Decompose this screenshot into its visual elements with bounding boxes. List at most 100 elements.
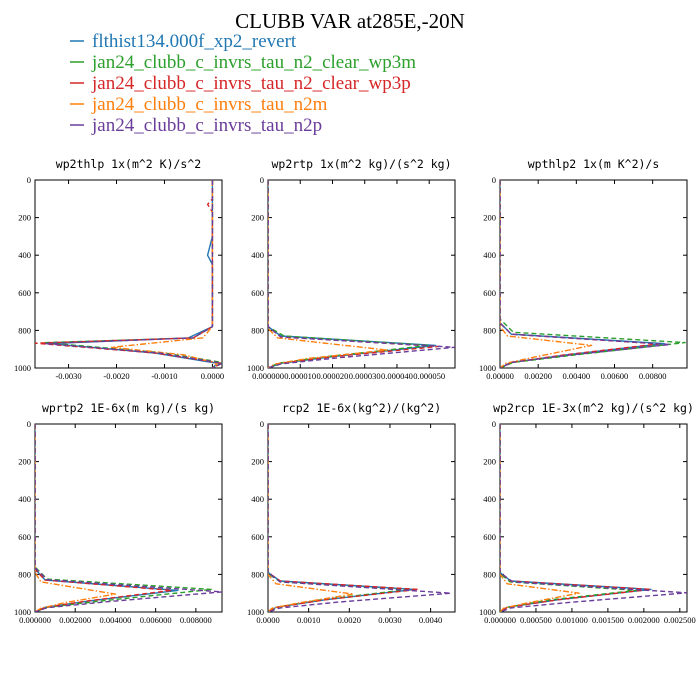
y-tick-label: 0 [260, 419, 264, 429]
x-tick-label: 0.00000 [486, 371, 514, 381]
y-tick-label: 1000 [247, 607, 264, 617]
series-line-5 [500, 424, 687, 612]
x-tick-label: -0.0020 [103, 371, 129, 381]
x-tick-label: -0.0010 [151, 371, 177, 381]
y-tick-label: 400 [18, 494, 31, 504]
y-tick-label: 400 [251, 250, 264, 260]
y-tick-label: 200 [251, 213, 264, 223]
y-tick-label: 800 [483, 569, 496, 579]
legend-label: flthist134.000f_xp2_revert [92, 31, 297, 52]
series-line-1 [35, 424, 179, 612]
x-tick-label: 0.002500 [664, 615, 696, 625]
series-line-2 [35, 424, 213, 612]
legend-label: jan24_clubb_c_invrs_tau_n2_clear_wp3m [91, 52, 416, 73]
y-tick-label: 1000 [14, 607, 31, 617]
y-tick-label: 200 [251, 457, 264, 467]
x-tick-label: 0.0000 [201, 371, 224, 381]
legend-label: jan24_clubb_c_invrs_tau_n2p [91, 115, 322, 136]
y-tick-label: 0 [492, 419, 496, 429]
y-tick-label: 0 [27, 419, 31, 429]
legend-label: jan24_clubb_c_invrs_tau_n2m [91, 94, 328, 115]
plot-frame [267, 423, 456, 613]
panels: wp2thlp 1x(m^2 K)/s^2 0 200 400 600 800 1000 -0… [14, 157, 696, 625]
y-tick-label: 1000 [479, 607, 496, 617]
series-line-3 [268, 424, 420, 612]
chart-panel-5: rcp2 1E-6x(kg^2)/(kg^2) 0 200 400 600 800 1000… [247, 401, 456, 625]
chart-panel-1: wp2thlp 1x(m^2 K)/s^2 0 200 400 600 800 1000 -0… [14, 157, 224, 381]
x-tick-label: 0.000000 [484, 615, 516, 625]
y-tick-label: 200 [483, 457, 496, 467]
y-tick-label: 800 [483, 325, 496, 335]
x-tick-label: 0.00600 [601, 371, 629, 381]
panel-title: wp2rtp 1x(m^2 kg)/(s^2 kg) [271, 157, 451, 171]
series-line-5 [268, 424, 452, 612]
plot-frame [34, 179, 223, 369]
y-tick-label: 600 [483, 532, 496, 542]
x-tick-label: 0.000040 [381, 371, 413, 381]
series-line-3 [500, 424, 652, 612]
panel-title: wp2rcp 1E-3x(m^2 kg)/(s^2 kg) [493, 401, 694, 415]
x-tick-label: 0.0010 [297, 615, 320, 625]
y-tick-label: 200 [483, 213, 496, 223]
series-line-1 [268, 424, 415, 612]
x-tick-label: 0.004000 [99, 615, 131, 625]
x-tick-label: 0.002000 [59, 615, 91, 625]
series-line-3 [35, 180, 222, 368]
x-tick-label: 0.002000 [628, 615, 660, 625]
series-line-4 [268, 424, 355, 612]
x-tick-label: 0.0030 [378, 615, 401, 625]
x-tick-label: 0.00800 [639, 371, 667, 381]
y-tick-label: 400 [251, 494, 264, 504]
y-tick-label: 1000 [247, 363, 264, 373]
y-tick-label: 600 [483, 288, 496, 298]
x-tick-label: 0.000000 [19, 615, 51, 625]
y-tick-label: 200 [18, 213, 31, 223]
y-tick-label: 600 [251, 288, 264, 298]
y-tick-label: 600 [18, 288, 31, 298]
x-tick-label: 0.000500 [520, 615, 552, 625]
x-tick-label: 0.006000 [140, 615, 172, 625]
x-tick-label: 0.000000 [252, 371, 284, 381]
x-tick-label: 0.001500 [592, 615, 624, 625]
y-tick-label: 0 [260, 175, 264, 185]
chart-panel-2: wp2rtp 1x(m^2 kg)/(s^2 kg) 0 200 400 600 800 1… [247, 157, 456, 381]
y-tick-label: 1000 [14, 363, 31, 373]
legend-label: jan24_clubb_c_invrs_tau_n2_clear_wp3p [91, 73, 411, 94]
y-tick-label: 600 [251, 532, 264, 542]
y-tick-label: 0 [27, 175, 31, 185]
y-tick-label: 800 [251, 325, 264, 335]
series-line-4 [500, 180, 593, 368]
series-line-2 [500, 180, 686, 368]
x-tick-label: 0.008000 [180, 615, 212, 625]
x-tick-label: 0.0020 [338, 615, 361, 625]
y-tick-label: 0 [492, 175, 496, 185]
panel-title: wpthlp2 1x(m K^2)/s [528, 157, 660, 171]
series-line-3 [500, 180, 660, 368]
x-tick-label: 0.000030 [349, 371, 381, 381]
x-tick-label: 0.00400 [563, 371, 591, 381]
plot-frame [267, 179, 456, 369]
figure-title: CLUBB VAR at285E,-20N [235, 9, 465, 33]
x-tick-label: 0.0000 [256, 615, 279, 625]
series-line-5 [268, 180, 455, 368]
x-tick-label: 0.0040 [419, 615, 442, 625]
y-tick-label: 800 [251, 569, 264, 579]
y-tick-label: 400 [483, 250, 496, 260]
series-line-4 [35, 424, 117, 612]
y-tick-label: 200 [18, 457, 31, 467]
chart-panel-4: wprtp2 1E-6x(m kg)/(s kg) 0 200 400 600 800 10… [14, 401, 223, 625]
y-tick-label: 400 [483, 494, 496, 504]
y-tick-label: 600 [18, 532, 31, 542]
legend: flthist134.000f_xp2_revertjan24_clubb_c_… [70, 31, 416, 136]
y-tick-label: 800 [18, 569, 31, 579]
y-tick-label: 1000 [479, 363, 496, 373]
panel-title: wp2thlp 1x(m^2 K)/s^2 [56, 157, 201, 171]
x-tick-label: 0.000020 [317, 371, 349, 381]
series-line-1 [500, 424, 652, 612]
x-tick-label: 0.000050 [413, 371, 445, 381]
x-tick-label: -0.0030 [55, 371, 81, 381]
chart-panel-3: wpthlp2 1x(m K^2)/s020040060080010000.00… [479, 157, 688, 381]
x-tick-label: 0.000010 [284, 371, 316, 381]
y-tick-label: 800 [18, 325, 31, 335]
series-line-5 [43, 180, 222, 368]
